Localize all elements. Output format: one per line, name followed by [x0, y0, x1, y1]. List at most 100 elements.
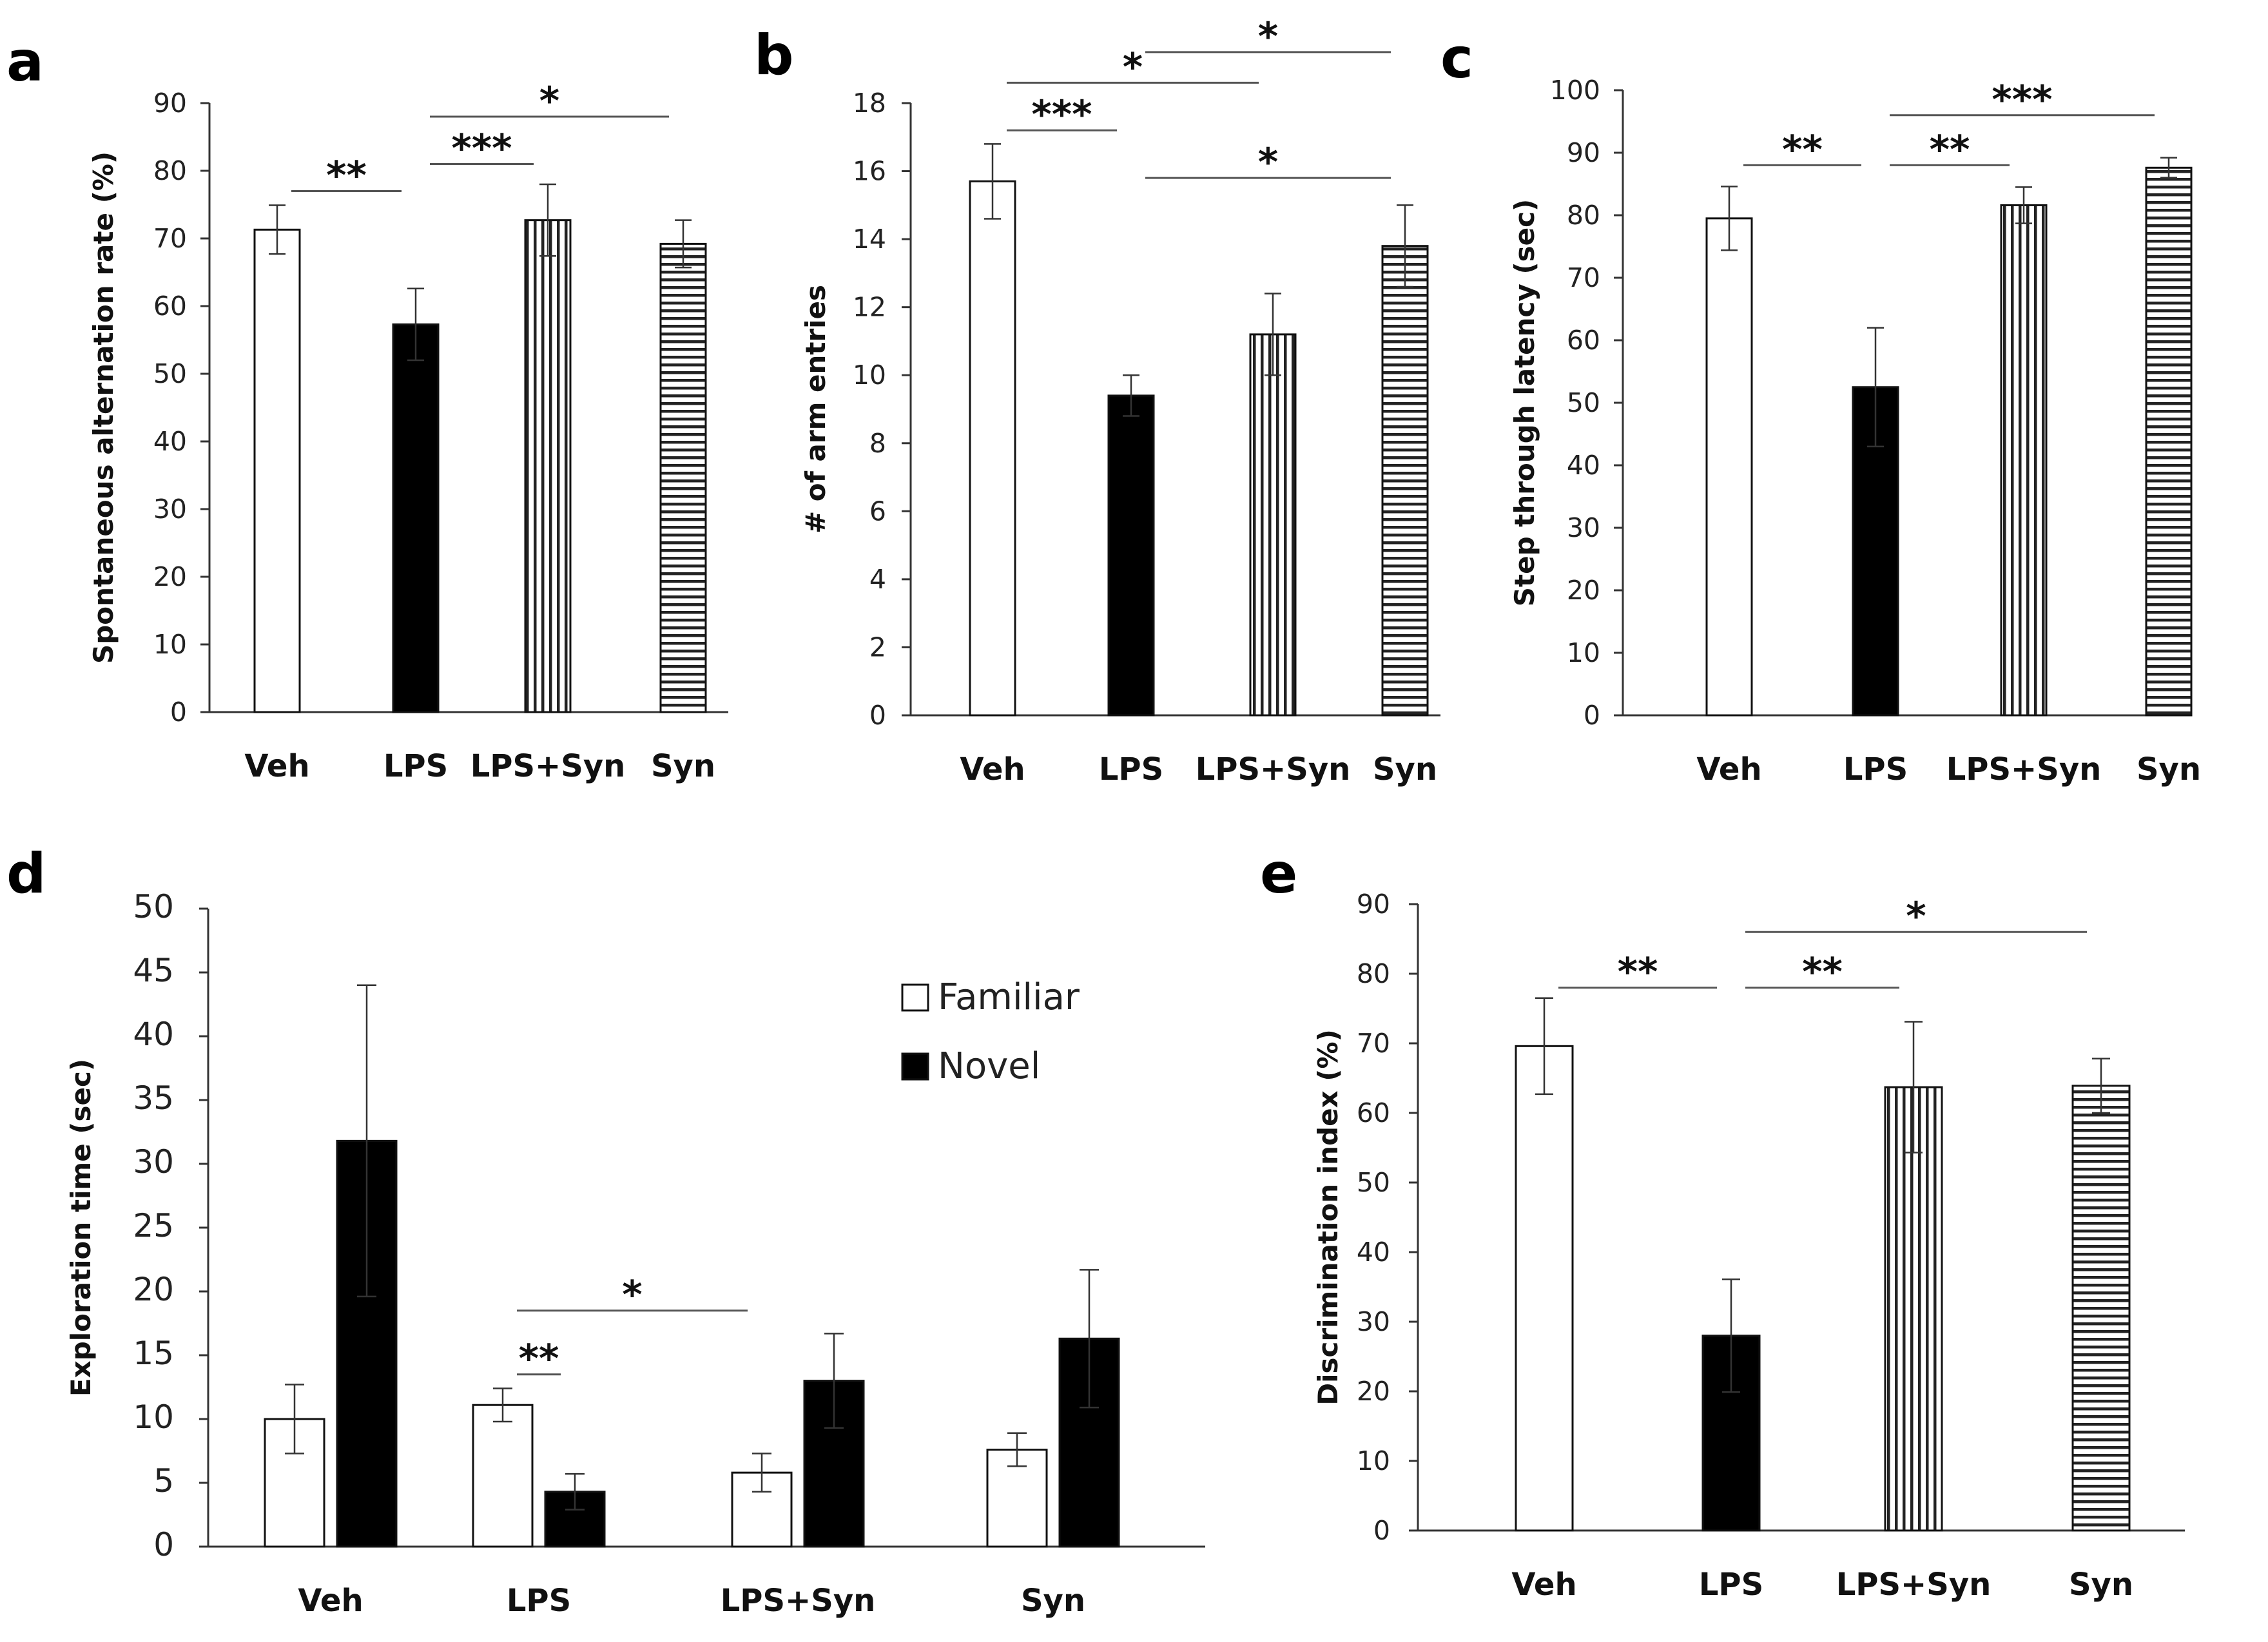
y-tick-label: 60: [1357, 1097, 1390, 1128]
panel-e: e 0 10 20 30 40 50 60 70 80 90 Discrimination index…: [1260, 842, 2185, 1603]
y-tick-label: 35: [133, 1079, 174, 1117]
y-tick-label: 70: [1357, 1028, 1390, 1059]
y-tick-label: 50: [153, 358, 187, 389]
panel-letter: c: [1440, 26, 1473, 91]
significance-label: *: [622, 1273, 642, 1318]
bar-2: [1884, 1086, 1943, 1532]
bar-1: [392, 323, 440, 713]
y-axis-label: Step through latency (sec): [1509, 199, 1540, 606]
y-tick-label: 50: [133, 888, 174, 925]
significance-label: ***: [1992, 77, 2052, 122]
legend-swatch-familiar: [901, 983, 929, 1012]
y-tick-label: 0: [153, 1526, 174, 1563]
x-tick-label: LPS: [1843, 751, 1908, 787]
x-tick-label: LPS+Syn: [721, 1583, 876, 1619]
bar-3: [1381, 245, 1429, 717]
y-tick-label: 70: [153, 223, 187, 254]
x-tick-label: LPS+Syn: [1836, 1567, 1992, 1603]
significance-label: ***: [1031, 92, 1092, 137]
x-tick-label: Veh: [1511, 1567, 1576, 1603]
x-tick-label: Syn: [1021, 1583, 1085, 1619]
bar-2: [2000, 204, 2048, 717]
bar-2: [1249, 333, 1297, 717]
legend-label-novel: Novel: [938, 1045, 1040, 1087]
bar-familiar: [472, 1404, 534, 1548]
y-tick-label: 80: [153, 155, 187, 186]
y-tick-label: 6: [869, 496, 886, 526]
y-tick-label: 30: [153, 494, 187, 525]
significance-label: **: [1618, 950, 1658, 995]
x-tick-label: LPS+Syn: [470, 748, 626, 784]
y-tick-label: 5: [153, 1462, 174, 1500]
y-tick-label: 10: [853, 360, 886, 391]
y-tick-label: 50: [1357, 1167, 1390, 1198]
significance-label: *: [1258, 14, 1278, 59]
x-tick-label: LPS: [507, 1583, 571, 1619]
y-tick-label: 40: [1567, 450, 1600, 481]
y-tick-label: 8: [869, 428, 886, 459]
y-tick-label: 45: [133, 952, 174, 989]
y-axis-label: Exploration time (sec): [65, 1059, 97, 1396]
y-tick-label: 0: [1584, 700, 1600, 731]
y-tick-label: 25: [133, 1207, 174, 1244]
significance-label: ***: [451, 126, 512, 171]
y-tick-label: 10: [133, 1398, 174, 1436]
panel-letter: b: [754, 23, 794, 88]
y-tick-label: 20: [1357, 1376, 1390, 1407]
bar-3: [2145, 166, 2193, 717]
y-tick-label: 15: [133, 1335, 174, 1372]
bar-3: [659, 242, 707, 713]
bar-0: [1515, 1045, 1574, 1532]
x-tick-label: Syn: [651, 748, 715, 784]
x-tick-label: LPS: [1099, 751, 1163, 787]
y-tick-label: 70: [1567, 262, 1600, 293]
significance-label: **: [1802, 950, 1843, 995]
legend-label-familiar: Familiar: [938, 976, 1080, 1018]
y-tick-label: 10: [153, 629, 187, 660]
significance-label: *: [539, 79, 559, 124]
y-axis-label: Discrimination index (%): [1312, 1029, 1344, 1405]
panel-b: b 0 2 4 6 8 10 12 14 16 18 # of arm entries Veh LPS LP…: [754, 14, 1440, 787]
significance-label: **: [1930, 127, 1970, 172]
y-tick-label: 20: [1567, 575, 1600, 606]
y-tick-label: 90: [153, 88, 187, 119]
panel-a: a 0 10 20 30 40 50 60 70 80 90 Spontaneous alternat…: [6, 30, 728, 784]
bar-0: [253, 228, 301, 713]
y-tick-label: 16: [853, 156, 886, 187]
bar-3: [2071, 1085, 2131, 1532]
y-tick-label: 80: [1567, 200, 1600, 231]
panel-letter: a: [6, 30, 44, 94]
bar-0: [969, 180, 1016, 717]
x-tick-label: Syn: [1373, 751, 1437, 787]
y-tick-label: 10: [1357, 1445, 1390, 1476]
y-tick-label: 0: [170, 697, 187, 728]
y-tick-label: 10: [1567, 637, 1600, 668]
significance-label: *: [1906, 894, 1926, 939]
significance-label: **: [519, 1337, 559, 1382]
y-tick-label: 40: [133, 1016, 174, 1053]
x-tick-label: Veh: [960, 751, 1025, 787]
y-tick-label: 60: [153, 291, 187, 322]
y-tick-label: 0: [869, 700, 886, 731]
x-tick-label: Veh: [1696, 751, 1761, 787]
y-tick-label: 14: [853, 224, 886, 255]
x-tick-label: LPS: [1699, 1567, 1763, 1603]
y-tick-label: 2: [869, 632, 886, 662]
x-tick-label: Syn: [2069, 1567, 2133, 1603]
y-tick-label: 4: [869, 564, 886, 595]
x-tick-label: Veh: [298, 1583, 363, 1619]
panel-d: d 0 5 10 15 20 25 30 35 40 45 50 Exploration time (s…: [6, 842, 1205, 1619]
bar-0: [1705, 217, 1753, 717]
y-tick-label: 100: [1550, 75, 1600, 106]
y-tick-label: 90: [1567, 137, 1600, 168]
y-tick-label: 20: [153, 561, 187, 592]
bar-2: [524, 219, 572, 713]
y-tick-label: 80: [1357, 958, 1390, 989]
legend-swatch-novel: [901, 1052, 929, 1081]
y-tick-label: 40: [1357, 1237, 1390, 1268]
x-tick-label: Syn: [2137, 751, 2201, 787]
y-tick-label: 30: [1357, 1306, 1390, 1337]
y-tick-label: 12: [853, 292, 886, 323]
y-tick-label: 0: [1373, 1515, 1390, 1546]
